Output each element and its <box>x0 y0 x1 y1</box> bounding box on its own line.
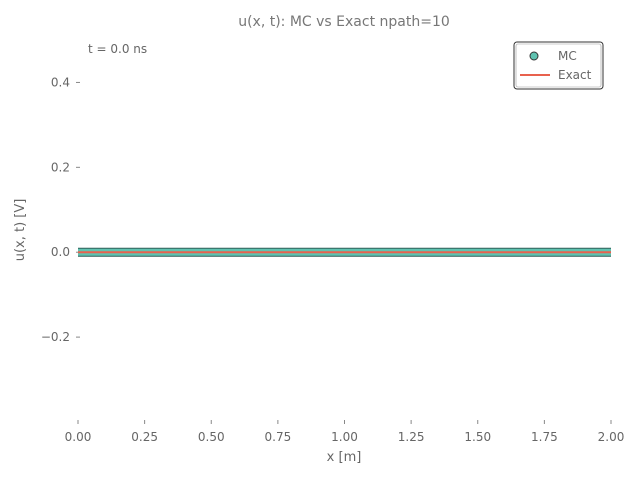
x-axis-label: x [m] <box>327 450 362 465</box>
legend-mc-marker <box>529 51 539 61</box>
x-tick-label: 0.50 <box>198 430 225 444</box>
x-tick-label: 2.00 <box>598 430 625 444</box>
legend-inner-frame <box>515 43 602 88</box>
y-tick-label: −0.2 <box>41 330 70 344</box>
y-tick-label: 0.4 <box>51 75 70 89</box>
y-axis-label: u(x, t) [V] <box>13 199 28 262</box>
x-tick-label: 1.75 <box>531 430 558 444</box>
x-tick-label: 0.25 <box>131 430 158 444</box>
y-tick-label: 0.2 <box>51 160 70 174</box>
chart-title: u(x, t): MC vs Exact npath=10 <box>238 14 450 30</box>
time-annotation: t = 0.0 ns <box>88 42 147 56</box>
legend: MC Exact <box>513 41 604 90</box>
x-tick-label: 1.50 <box>464 430 491 444</box>
x-axis-ticks: 0.00 0.25 0.50 0.75 1.00 1.25 1.50 1.75 2.00 <box>65 420 625 444</box>
legend-exact-label: Exact <box>558 68 592 82</box>
y-axis-ticks: 0.4 0.2 0.0 −0.2 <box>41 75 80 344</box>
legend-mc-label: MC <box>558 49 577 63</box>
x-tick-label: 0.75 <box>265 430 292 444</box>
y-tick-label: 0.0 <box>51 245 70 259</box>
x-tick-label: 0.00 <box>65 430 92 444</box>
x-tick-label: 1.00 <box>331 430 358 444</box>
series-layer <box>78 247 611 257</box>
x-tick-label: 1.25 <box>398 430 425 444</box>
